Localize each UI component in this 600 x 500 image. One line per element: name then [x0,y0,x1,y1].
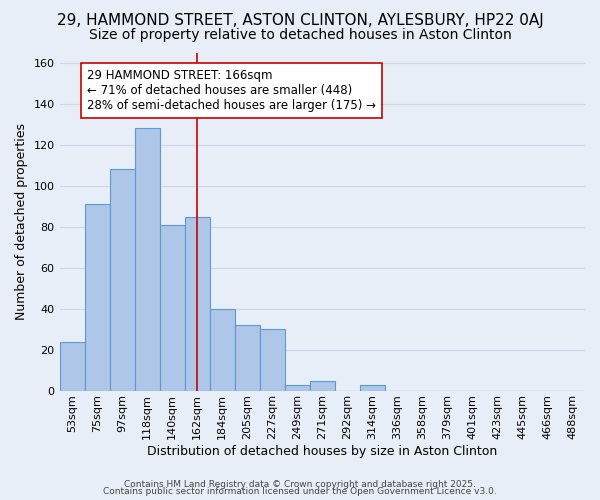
Text: 29 HAMMOND STREET: 166sqm
← 71% of detached houses are smaller (448)
28% of semi: 29 HAMMOND STREET: 166sqm ← 71% of detac… [87,69,376,112]
Text: Contains HM Land Registry data © Crown copyright and database right 2025.: Contains HM Land Registry data © Crown c… [124,480,476,489]
X-axis label: Distribution of detached houses by size in Aston Clinton: Distribution of detached houses by size … [147,444,497,458]
Bar [185,216,209,391]
Y-axis label: Number of detached properties: Number of detached properties [15,124,28,320]
Bar [160,225,185,391]
Bar [285,385,310,391]
Text: Size of property relative to detached houses in Aston Clinton: Size of property relative to detached ho… [89,28,511,42]
Bar [235,326,260,391]
Bar [110,170,134,391]
Bar [59,342,85,391]
Text: 29, HAMMOND STREET, ASTON CLINTON, AYLESBURY, HP22 0AJ: 29, HAMMOND STREET, ASTON CLINTON, AYLES… [56,12,544,28]
Text: Contains public sector information licensed under the Open Government Licence v3: Contains public sector information licen… [103,488,497,496]
Bar [134,128,160,391]
Bar [85,204,110,391]
Bar [209,309,235,391]
Bar [360,385,385,391]
Bar [310,381,335,391]
Bar [260,330,285,391]
